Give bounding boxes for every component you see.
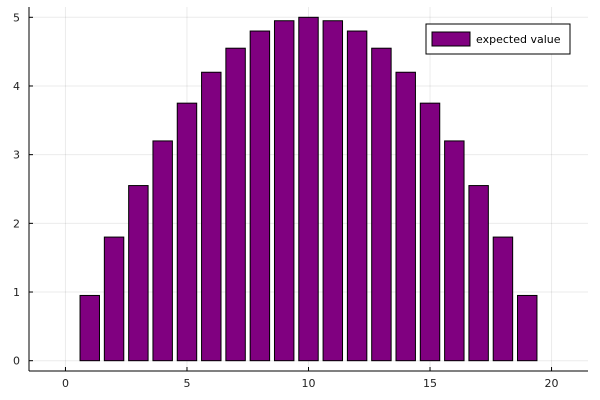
bar-15 [419, 102, 441, 362]
x-tick-label: 5 [183, 377, 190, 390]
bar-8 [249, 30, 271, 362]
legend: expected value [425, 23, 571, 55]
bar-18 [492, 236, 514, 362]
bar-3 [128, 185, 149, 362]
bar-4 [152, 140, 173, 362]
bar-13 [371, 47, 392, 362]
bar-1 [79, 294, 100, 362]
y-axis-ticks: 0 1 2 3 4 5 [13, 11, 33, 368]
bars [79, 16, 538, 362]
bar-12 [346, 30, 368, 362]
bar-7 [225, 47, 246, 362]
bar-10 [298, 16, 319, 362]
bar-6 [201, 71, 222, 362]
y-tick-label: 1 [13, 286, 20, 299]
y-tick-label: 4 [13, 80, 20, 93]
y-tick-label: 0 [13, 355, 20, 368]
bar-2 [103, 236, 125, 362]
y-tick-label: 5 [13, 11, 20, 24]
x-tick-label: 0 [62, 377, 69, 390]
bar-5 [176, 102, 198, 362]
bar-11 [322, 20, 344, 362]
y-tick-label: 2 [13, 217, 20, 230]
x-tick-label: 20 [545, 377, 559, 390]
bar-9 [273, 20, 295, 362]
x-tick-label: 10 [302, 377, 316, 390]
bar-16 [444, 140, 465, 362]
bar-14 [395, 71, 416, 362]
legend-swatch [431, 31, 471, 47]
x-axis-ticks: 0 5 10 15 20 [62, 367, 559, 390]
legend-label: expected value [476, 33, 561, 46]
bar-19 [517, 294, 538, 362]
y-tick-label: 3 [13, 149, 20, 162]
x-tick-label: 15 [423, 377, 437, 390]
bar-17 [468, 185, 489, 362]
